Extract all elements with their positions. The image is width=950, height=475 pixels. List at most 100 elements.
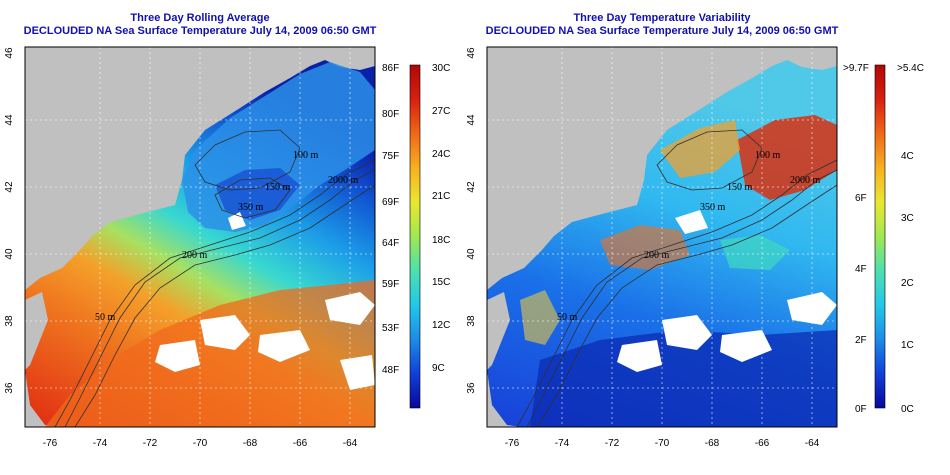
colorbar-f-label: >9.7F <box>843 63 869 74</box>
cloud-gap <box>617 340 662 372</box>
colorbar-c-label: 3C <box>901 213 914 224</box>
x-axis: -76 -74 -72 -70 -68 -66 -64 <box>43 438 358 449</box>
x-tick-label: -72 <box>605 438 620 449</box>
x-tick-label: -76 <box>43 438 58 449</box>
colorbar-celsius-labels: 30C 27C 24C 21C 18C 15C 12C 9C <box>432 63 450 374</box>
sst-average-map: Three Day Rolling Average DECLOUDED NA S… <box>4 12 450 449</box>
contour-labels: 100 m 2000 m 150 m 350 m 200 m 50 m <box>557 150 821 323</box>
colorbar-f-label: 0F <box>855 404 867 415</box>
colorbar-c-label: 30C <box>432 63 450 74</box>
cloud-gap <box>720 330 772 362</box>
moderate-variability-region <box>660 120 740 178</box>
colorbar-f-label: 64F <box>382 238 399 249</box>
contour-label: 350 m <box>238 202 264 213</box>
y-axis: 36 38 40 42 44 46 <box>4 47 15 394</box>
colorbar-c-label: 15C <box>432 277 450 288</box>
y-tick-label: 40 <box>466 248 477 260</box>
graticule <box>25 47 375 427</box>
y-tick-label: 42 <box>466 181 477 193</box>
contour-label: 2000 m <box>790 175 821 186</box>
contour-label: 150 m <box>265 182 291 193</box>
y-tick-label: 38 <box>4 315 15 327</box>
colorbar-c-label: 0C <box>901 404 914 415</box>
contour-label: 200 m <box>182 250 208 261</box>
colorbar-f-label: 69F <box>382 197 399 208</box>
colorbar-c-label: 4C <box>901 151 914 162</box>
coastal-land <box>25 292 48 370</box>
colorbar-f-label: 4F <box>855 264 867 275</box>
colorbar-c-label: 27C <box>432 106 450 117</box>
cloud-gap <box>200 315 250 350</box>
colorbar-fahrenheit-labels: >9.7F 6F 4F 2F 0F <box>843 63 869 415</box>
x-tick-label: -76 <box>505 438 520 449</box>
x-tick-label: -72 <box>143 438 158 449</box>
map-frame <box>486 46 838 428</box>
map-title-line1: Three Day Rolling Average <box>130 12 269 24</box>
sst-variability-map: Three Day Temperature Variability DECLOU… <box>466 12 924 449</box>
colorbar-c-label: >5.4C <box>897 63 924 74</box>
contour-label: 100 m <box>755 150 781 161</box>
cloud-gap <box>662 315 712 350</box>
colorbar-f-label: 86F <box>382 63 399 74</box>
coastal-land <box>487 292 510 370</box>
north-america-landmass <box>487 47 837 280</box>
colorbar-c-label: 24C <box>432 149 450 160</box>
y-tick-label: 38 <box>466 315 477 327</box>
map-title-line1: Three Day Temperature Variability <box>573 12 751 24</box>
x-tick-label: -66 <box>293 438 308 449</box>
contour-labels: 100 m 2000 m 150 m 350 m 200 m 50 m <box>95 150 359 323</box>
north-america-landmass <box>25 47 375 280</box>
y-tick-label: 40 <box>4 248 15 260</box>
cloud-gap <box>340 355 375 390</box>
x-tick-label: -74 <box>93 438 108 449</box>
x-axis: -76 -74 -72 -70 -68 -66 -64 <box>505 438 820 449</box>
x-tick-label: -70 <box>193 438 208 449</box>
y-tick-label: 36 <box>466 382 477 394</box>
cloud-gap <box>258 330 310 362</box>
colorbar-f-label: 80F <box>382 109 399 120</box>
colorbar-scale <box>874 64 886 409</box>
y-tick-label: 46 <box>466 47 477 59</box>
cloud-gap <box>675 210 708 234</box>
contour-label: 100 m <box>293 150 319 161</box>
x-tick-label: -64 <box>805 438 820 449</box>
moderate-variability-region <box>600 225 690 270</box>
map-title-line2: DECLOUDED NA Sea Surface Temperature Jul… <box>486 25 839 37</box>
graticule <box>487 47 837 427</box>
colorbar-celsius-labels: >5.4C 4C 3C 2C 1C 0C <box>897 63 924 415</box>
colorbar-scale <box>409 64 421 409</box>
temperature-colorbar: 86F 80F 75F 69F 64F 59F 53F 48F 30C 27C … <box>382 63 450 409</box>
contour-label: 350 m <box>700 202 726 213</box>
colorbar-f-label: 53F <box>382 323 399 334</box>
moderate-variability-region <box>520 290 560 345</box>
variability-colorbar: >9.7F 6F 4F 2F 0F >5.4C 4C 3C 2C 1C 0C <box>843 63 924 415</box>
gulf-stream-warm-band <box>45 280 375 427</box>
contour-label: 50 m <box>95 312 116 323</box>
colorbar-c-label: 1C <box>901 340 914 351</box>
bathymetry-contours <box>54 129 375 427</box>
y-tick-label: 42 <box>4 181 15 193</box>
map-plot-area <box>25 47 375 427</box>
bathymetry-contours <box>516 129 837 427</box>
x-tick-label: -74 <box>555 438 570 449</box>
colorbar-f-label: 59F <box>382 279 399 290</box>
colorbar-f-label: 75F <box>382 151 399 162</box>
colorbar-c-label: 12C <box>432 320 450 331</box>
contour-label: 2000 m <box>328 175 359 186</box>
y-tick-label: 44 <box>4 114 15 126</box>
y-tick-label: 36 <box>4 382 15 394</box>
colorbar-c-label: 18C <box>432 235 450 246</box>
map-plot-area <box>487 47 837 427</box>
y-tick-label: 46 <box>4 47 15 59</box>
colorbar-c-label: 2C <box>901 278 914 289</box>
x-tick-label: -64 <box>343 438 358 449</box>
colorbar-fahrenheit-labels: 86F 80F 75F 69F 64F 59F 53F 48F <box>382 63 399 376</box>
map-frame <box>24 46 376 428</box>
y-axis: 36 38 40 42 44 46 <box>466 47 477 394</box>
colorbar-f-label: 48F <box>382 365 399 376</box>
x-tick-label: -66 <box>755 438 770 449</box>
contour-label: 150 m <box>727 182 753 193</box>
colorbar-c-label: 9C <box>432 363 445 374</box>
x-tick-label: -70 <box>655 438 670 449</box>
